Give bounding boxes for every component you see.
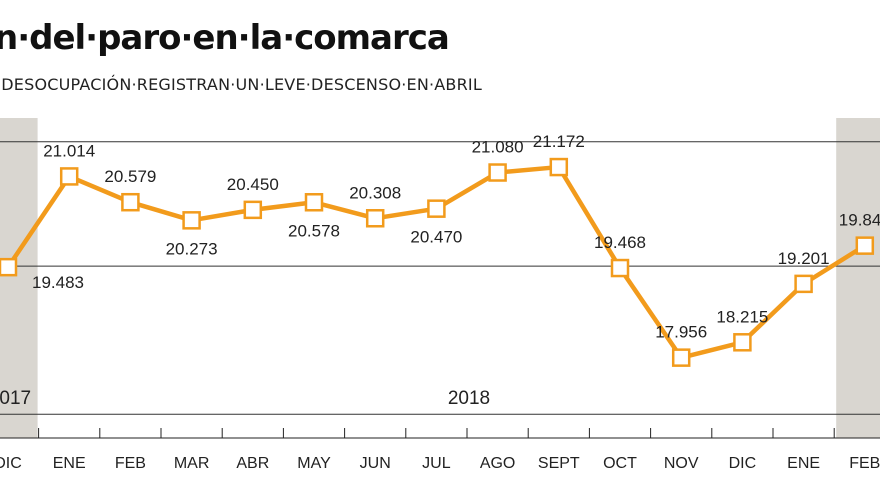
x-tick-label: FEB (849, 455, 880, 472)
data-label: 19.483 (32, 273, 84, 292)
data-point-marker (0, 257, 18, 277)
data-label: 20.450 (227, 175, 279, 194)
shaded-month-band (0, 118, 38, 438)
x-tick-label: OCT (603, 455, 637, 472)
data-label: 21.080 (472, 138, 524, 157)
data-label: 20.578 (288, 221, 340, 240)
x-tick-label: ENE (787, 455, 820, 472)
x-tick-label: ABR (236, 455, 269, 472)
x-tick-label: DIC (0, 455, 22, 472)
data-point-marker (855, 236, 875, 255)
data-label: 19.201 (778, 249, 830, 268)
data-point-marker (365, 209, 385, 228)
data-label: 17.956 (655, 323, 707, 342)
data-point-marker (59, 167, 79, 186)
x-tick-label: NOV (664, 455, 699, 472)
data-point-marker (243, 200, 263, 220)
x-tick-label: DIC (729, 455, 757, 472)
x-tick-label: ENE (53, 455, 86, 472)
data-point-marker (610, 258, 630, 278)
data-point-marker (794, 274, 813, 294)
chart-title: n·del·paro·en·la·comarca (0, 18, 450, 58)
x-tick-label: JUN (360, 455, 391, 472)
chart-subtitle: ·DESOCUPACIÓN·REGISTRAN·UN·LEVE·DESCENSO… (0, 75, 482, 94)
x-tick-label: MAR (174, 455, 210, 472)
data-point-marker (733, 333, 752, 352)
data-label: 20.273 (166, 239, 218, 258)
data-label: 18.215 (716, 307, 768, 326)
x-tick-label: SEPT (538, 455, 580, 472)
x-tick-label: MAY (297, 455, 331, 472)
data-label: 21.172 (533, 132, 585, 151)
data-label: 19.846 (839, 211, 880, 230)
data-point-marker (182, 211, 201, 230)
data-label: 20.308 (349, 183, 401, 202)
data-label: 21.014 (43, 141, 95, 160)
shaded-month-band (836, 118, 880, 438)
data-point-marker (549, 157, 569, 177)
x-tick-label: AGO (480, 455, 516, 472)
data-point-marker (121, 192, 140, 212)
data-point-marker (427, 199, 446, 218)
data-point-marker (488, 163, 507, 182)
x-tick-label: FEB (115, 455, 146, 472)
x-tick-label: JUL (422, 455, 451, 472)
data-point-marker (304, 193, 324, 212)
data-point-marker (671, 348, 691, 367)
year-label: 2017 (0, 388, 31, 409)
data-label: 19.468 (594, 233, 646, 252)
data-label: 20.579 (104, 167, 156, 186)
year-label: 2018 (448, 388, 490, 409)
data-label: 20.470 (410, 228, 462, 247)
